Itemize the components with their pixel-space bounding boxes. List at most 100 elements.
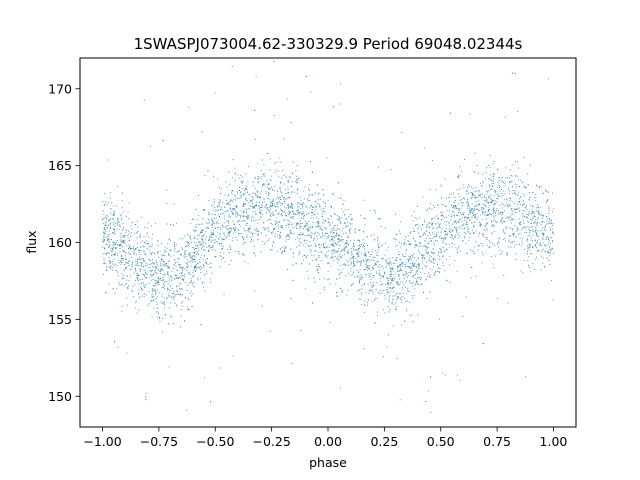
data-point bbox=[114, 243, 116, 245]
data-point bbox=[365, 258, 367, 260]
data-point bbox=[419, 217, 421, 219]
data-point bbox=[311, 193, 313, 195]
data-point bbox=[432, 218, 434, 220]
data-point bbox=[143, 99, 145, 101]
data-point bbox=[312, 302, 314, 304]
data-point bbox=[518, 243, 520, 245]
data-point bbox=[538, 185, 540, 187]
data-point bbox=[119, 225, 121, 227]
data-point bbox=[138, 309, 140, 311]
data-point bbox=[197, 247, 199, 249]
data-point bbox=[376, 261, 378, 263]
data-point bbox=[501, 214, 503, 216]
data-point bbox=[396, 305, 398, 307]
data-point bbox=[337, 238, 339, 240]
data-point bbox=[191, 284, 193, 286]
data-point bbox=[103, 233, 105, 235]
data-point bbox=[531, 217, 533, 219]
data-point bbox=[200, 231, 202, 233]
data-point bbox=[334, 213, 336, 215]
data-point bbox=[291, 191, 293, 193]
data-point bbox=[128, 262, 130, 264]
data-point bbox=[254, 177, 256, 179]
data-point bbox=[506, 226, 508, 228]
data-point bbox=[389, 287, 391, 289]
data-point bbox=[478, 190, 480, 192]
data-point bbox=[435, 223, 437, 225]
data-point bbox=[139, 256, 141, 258]
data-point bbox=[239, 225, 241, 227]
data-point bbox=[528, 228, 530, 230]
data-point bbox=[412, 297, 414, 299]
data-point bbox=[277, 196, 279, 198]
data-point bbox=[300, 208, 302, 210]
data-point bbox=[105, 253, 107, 255]
data-point bbox=[211, 213, 213, 215]
data-point bbox=[238, 177, 240, 179]
data-point bbox=[307, 254, 309, 256]
data-point bbox=[272, 205, 274, 207]
data-point bbox=[211, 240, 213, 242]
data-point bbox=[128, 252, 130, 254]
data-point bbox=[430, 411, 432, 413]
data-point bbox=[313, 206, 315, 208]
data-point bbox=[178, 264, 180, 266]
data-point bbox=[122, 258, 124, 260]
data-point bbox=[125, 258, 127, 260]
data-point bbox=[247, 181, 249, 183]
data-point bbox=[107, 236, 109, 238]
data-point bbox=[201, 244, 203, 246]
data-point bbox=[103, 263, 105, 265]
data-point bbox=[126, 304, 128, 306]
data-point bbox=[195, 245, 197, 247]
data-point bbox=[230, 192, 232, 194]
data-point bbox=[493, 231, 495, 233]
data-point bbox=[266, 180, 268, 182]
data-point bbox=[189, 292, 191, 294]
data-point bbox=[272, 199, 274, 201]
data-point bbox=[463, 235, 465, 237]
data-point bbox=[308, 212, 310, 214]
data-point bbox=[365, 263, 367, 265]
data-point bbox=[435, 271, 437, 273]
data-point bbox=[471, 208, 473, 210]
data-point bbox=[155, 280, 157, 282]
data-point bbox=[227, 202, 229, 204]
data-point bbox=[333, 227, 335, 229]
data-point bbox=[308, 184, 310, 186]
data-point bbox=[194, 247, 196, 249]
data-point bbox=[140, 233, 142, 235]
data-point bbox=[404, 275, 406, 277]
data-point bbox=[430, 256, 432, 258]
data-point bbox=[283, 211, 285, 213]
data-point bbox=[241, 176, 243, 178]
data-point bbox=[547, 236, 549, 238]
data-point bbox=[112, 242, 114, 244]
data-point bbox=[298, 250, 300, 252]
data-point bbox=[457, 215, 459, 217]
data-point bbox=[315, 207, 317, 209]
data-point bbox=[171, 277, 173, 279]
data-point bbox=[429, 237, 431, 239]
data-point bbox=[142, 245, 144, 247]
data-point bbox=[270, 249, 272, 251]
data-point bbox=[173, 323, 175, 325]
data-point bbox=[299, 226, 301, 228]
data-point bbox=[405, 293, 407, 295]
data-point bbox=[347, 209, 349, 211]
data-point bbox=[122, 250, 124, 252]
data-point bbox=[164, 265, 166, 267]
data-point bbox=[408, 243, 410, 245]
data-point bbox=[503, 274, 505, 276]
data-point bbox=[342, 264, 344, 266]
data-point bbox=[266, 207, 268, 209]
data-point bbox=[469, 219, 471, 221]
data-point bbox=[173, 203, 175, 205]
data-point bbox=[388, 263, 390, 265]
data-point bbox=[403, 243, 405, 245]
data-point bbox=[240, 181, 242, 183]
data-point bbox=[121, 241, 123, 243]
data-point bbox=[350, 213, 352, 215]
data-point bbox=[300, 234, 302, 236]
data-point bbox=[292, 256, 294, 258]
